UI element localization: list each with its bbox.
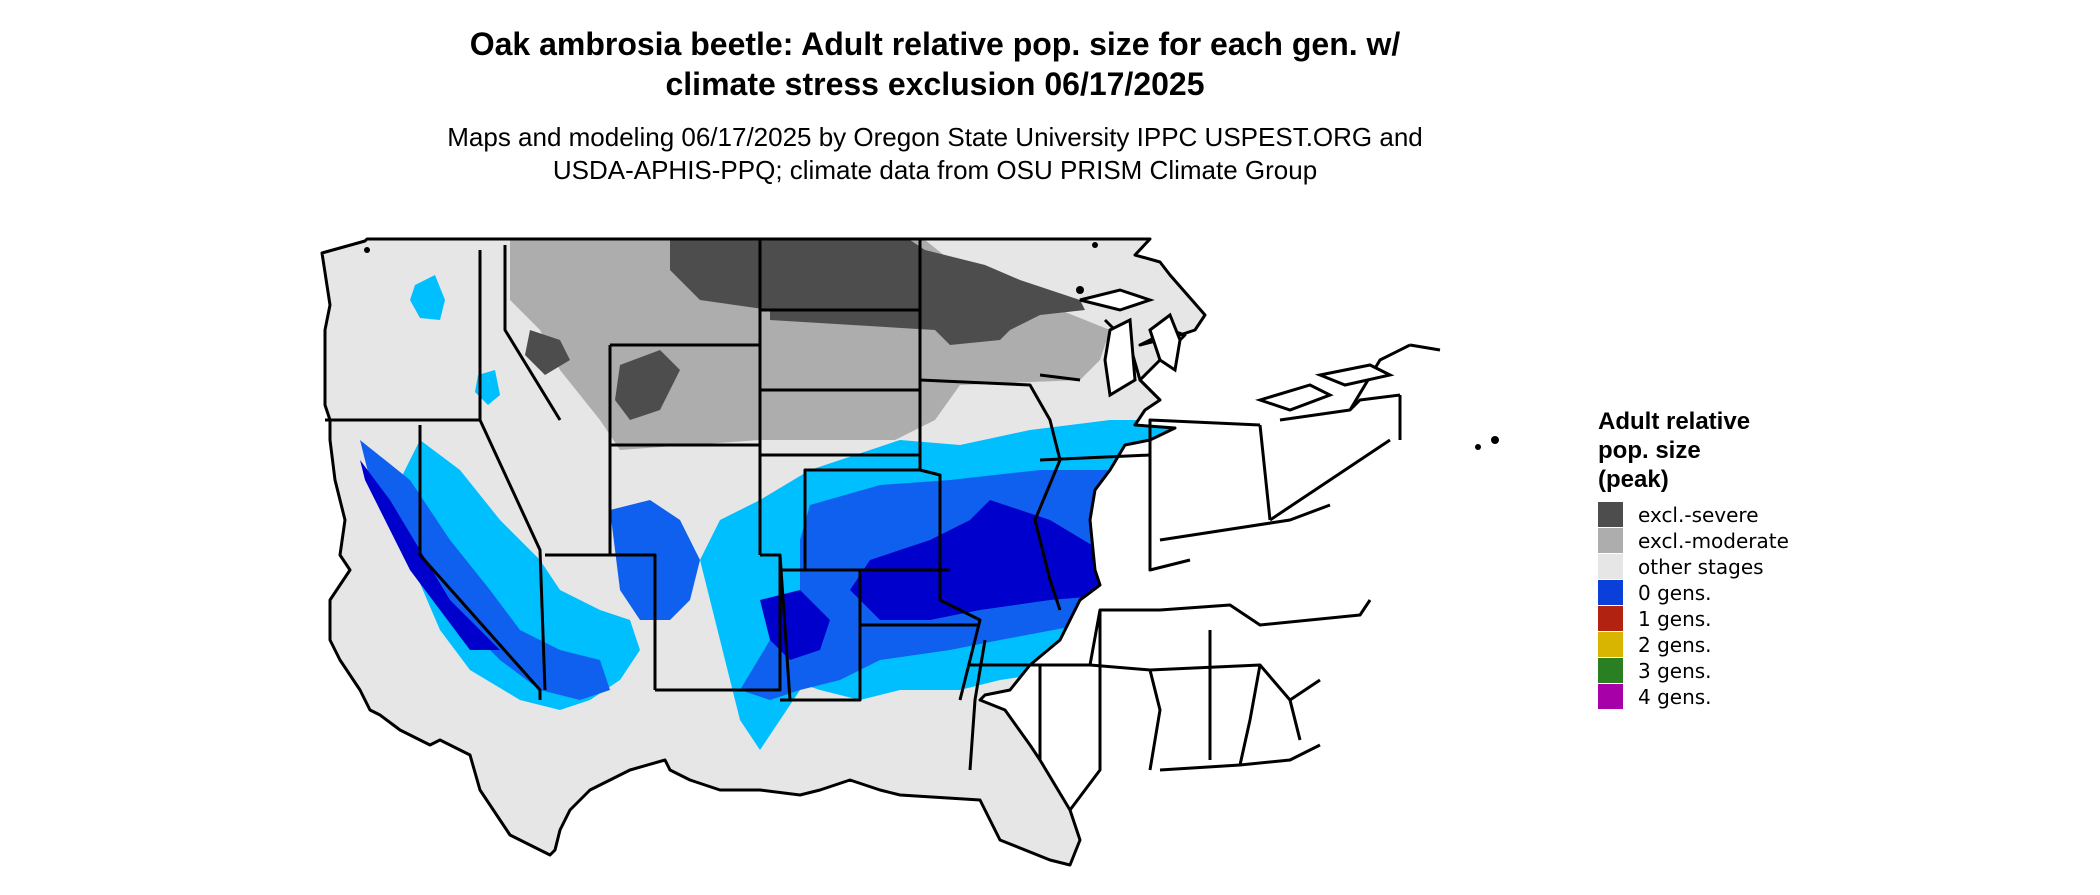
state-borders — [320, 237, 1441, 867]
legend-swatch — [1598, 658, 1623, 683]
map-title-line2: climate stress exclusion 06/17/2025 — [665, 66, 1205, 102]
legend-title-line2: pop. size — [1598, 437, 1701, 464]
legend-swatch — [1598, 580, 1623, 605]
legend-item-excl-severe: excl.-severe — [1598, 502, 1759, 528]
legend-swatch — [1598, 528, 1623, 553]
great-lakes — [1079, 288, 1395, 412]
legend-item-0-gens: 0 gens. — [1598, 580, 1750, 606]
legend-title-line1: Adult relative — [1598, 408, 1751, 435]
us-map — [320, 237, 1499, 867]
excl-severe-region — [525, 240, 1085, 420]
legend-swatch — [1598, 684, 1623, 709]
legend: Adult relative pop. size (peak) excl.-se… — [1598, 407, 1789, 710]
map-subtitle: Maps and modeling 06/17/2025 by Oregon S… — [0, 121, 1870, 187]
legend-label: 4 gens. — [1638, 685, 1712, 709]
legend-item-other-stages: other stages — [1598, 554, 1764, 580]
map-subtitle-line2: USDA-APHIS-PPQ; climate data from OSU PR… — [552, 155, 1318, 185]
legend-title-line3: (peak) — [1598, 466, 1669, 493]
legend-swatch — [1598, 606, 1623, 631]
legend-label: 1 gens. — [1638, 607, 1712, 631]
legend-swatch — [1598, 554, 1623, 579]
legend-title: Adult relative pop. size (peak) — [1598, 407, 1750, 494]
legend-swatch — [1598, 502, 1623, 527]
map-title: Oak ambrosia beetle: Adult relative pop.… — [0, 24, 1870, 104]
legend-label: 2 gens. — [1638, 633, 1712, 657]
legend-swatch — [1598, 632, 1623, 657]
legend-item-1-gens: 1 gens. — [1598, 606, 1750, 632]
legend-label: excl.-moderate — [1638, 529, 1789, 553]
legend-item-2-gens: 2 gens. — [1598, 632, 1750, 658]
map-title-line1: Oak ambrosia beetle: Adult relative pop.… — [469, 26, 1401, 62]
legend-item-4-gens: 4 gens. — [1598, 684, 1750, 710]
coastal-islands — [364, 242, 1499, 450]
legend-label: 0 gens. — [1638, 581, 1712, 605]
legend-item-excl-moderate: excl.-moderate — [1598, 528, 1789, 554]
legend-label: other stages — [1638, 555, 1764, 579]
legend-item-3-gens: 3 gens. — [1598, 658, 1750, 684]
map-subtitle-line1: Maps and modeling 06/17/2025 by Oregon S… — [447, 122, 1423, 152]
legend-label: 3 gens. — [1638, 659, 1712, 683]
legend-label: excl.-severe — [1638, 503, 1759, 527]
